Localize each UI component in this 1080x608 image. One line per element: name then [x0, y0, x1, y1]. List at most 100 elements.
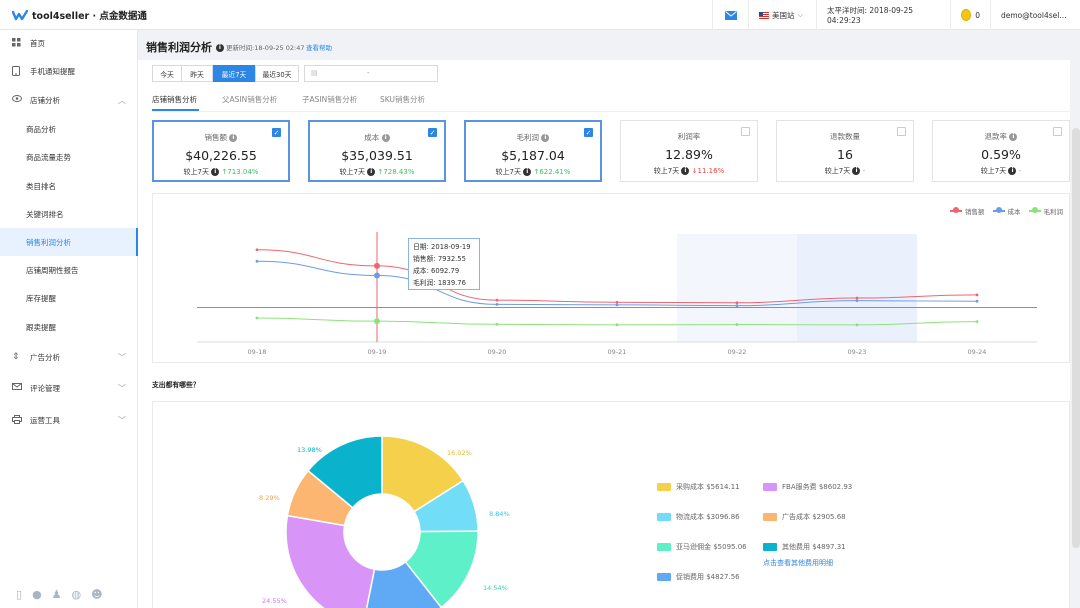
fees-donut-chart[interactable]: [153, 402, 1069, 608]
data-point[interactable]: [374, 318, 380, 325]
coin-count: 0: [975, 10, 980, 20]
data-point[interactable]: [975, 299, 979, 303]
data-point[interactable]: [255, 248, 259, 252]
date-30days-button[interactable]: 最近30天: [255, 65, 299, 82]
date-yesterday-button[interactable]: 昨天: [181, 65, 213, 82]
data-point[interactable]: [495, 302, 499, 306]
sidebar-item-store-analysis[interactable]: 店铺分析 ︿: [0, 87, 138, 113]
coin-balance[interactable]: 0: [950, 0, 990, 30]
kpi-card-profit-margin[interactable]: 利润率 12.89% 较上7天 i ↓11.16%: [620, 120, 758, 182]
print-icon: [12, 415, 22, 425]
user-icon[interactable]: ♟: [51, 588, 62, 601]
data-point[interactable]: [374, 272, 380, 279]
data-point[interactable]: [735, 301, 739, 305]
data-point[interactable]: [855, 323, 859, 327]
kpi-compare: 较上7天 i ↑728.43%: [339, 168, 415, 176]
line-chart-plot[interactable]: 09-18 09-19 09-20 09-21 09-22 09-23 09-24: [153, 194, 1069, 362]
marketplace-select[interactable]: 美国站 ⌵: [748, 0, 816, 30]
trend-up-icon: ↑: [533, 168, 540, 176]
kpi-card-refund-count[interactable]: 退款数量 16 较上7天 i -: [776, 120, 914, 182]
data-point[interactable]: [495, 298, 499, 302]
sidebar-item-category-rank[interactable]: 类目排名: [0, 173, 138, 199]
logo[interactable]: tool4seller · 点金数据通: [12, 8, 147, 22]
sidebar-item-traffic-trend[interactable]: 商品流量走势: [0, 144, 138, 170]
chevron-down-icon: ﹀: [118, 415, 126, 425]
tooltip-date: 日期: 2018-09-19: [413, 243, 471, 251]
data-point[interactable]: [615, 303, 619, 307]
sidebar-item-ads-analysis[interactable]: ⇕ 广告分析 ﹀: [0, 344, 138, 370]
kpi-card-gross-profit[interactable]: ✓ 毛利润 i $5,187.04 较上7天 i ↑622.41%: [464, 120, 602, 182]
kpi-change: -: [1018, 167, 1022, 175]
sidebar-item-product-analysis[interactable]: 商品分析: [0, 116, 138, 142]
scrollbar[interactable]: [1072, 128, 1080, 548]
fees-detail-link[interactable]: 点击查看其他费用明细: [763, 559, 833, 567]
date-7days-button[interactable]: 最近7天: [213, 65, 255, 82]
sidebar-item-keyword-rank[interactable]: 关键词排名: [0, 201, 138, 227]
slice-label: 8.29%: [259, 494, 280, 502]
sidebar-item-home[interactable]: 首页: [0, 30, 138, 56]
checkbox[interactable]: ✓: [272, 128, 281, 137]
sidebar-item-ops-tools[interactable]: 运营工具 ﹀: [0, 407, 138, 433]
kpi-card-cost[interactable]: ✓ 成本 i $35,039.51 较上7天 i ↑728.43%: [308, 120, 446, 182]
kpi-card-refund-rate[interactable]: 退款率 i 0.59% 较上7天 i -: [932, 120, 1070, 182]
wechat-icon[interactable]: ◍: [71, 588, 82, 601]
legend-item[interactable]: FBA服务费 $8602.93: [763, 482, 852, 492]
tab-store-sales[interactable]: 店铺销售分析: [152, 95, 197, 104]
donut-slice[interactable]: [285, 514, 376, 608]
group-icon[interactable]: ☻: [91, 588, 103, 601]
checkbox[interactable]: ✓: [584, 128, 593, 137]
data-point[interactable]: [255, 259, 259, 263]
data-point[interactable]: [374, 262, 380, 269]
data-point[interactable]: [255, 316, 259, 320]
tab-parent-asin[interactable]: 父ASIN销售分析: [222, 95, 278, 104]
info-icon[interactable]: i: [215, 44, 224, 52]
donut-slice[interactable]: [307, 435, 383, 509]
help-link[interactable]: 查看帮助: [306, 44, 332, 52]
sidebar-item-periodic-report[interactable]: 店铺周期性报告: [0, 257, 138, 283]
sidebar-item-label: 跟卖提醒: [26, 322, 56, 332]
checkbox[interactable]: [897, 127, 906, 136]
donut-slice[interactable]: [363, 560, 443, 608]
trend-down-icon: ↓: [691, 167, 698, 175]
checkbox[interactable]: ✓: [428, 128, 437, 137]
data-point[interactable]: [735, 304, 739, 308]
data-point[interactable]: [615, 300, 619, 304]
legend-sales[interactable]: 销售额: [950, 206, 985, 216]
sales-line-chart: 销售额 成本 毛利润 09-18 09-19 09-20 09-21 09-22 09-2…: [152, 193, 1070, 363]
data-point[interactable]: [855, 296, 859, 300]
legend-profit[interactable]: 毛利润: [1028, 206, 1063, 216]
data-point[interactable]: [855, 299, 859, 303]
legend-item[interactable]: 广告成本 $2905.68: [763, 512, 846, 522]
data-point[interactable]: [735, 323, 739, 326]
bell-icon[interactable]: ●: [32, 588, 42, 601]
kpi-compare: 较上7天 i ↓11.16%: [653, 167, 725, 175]
data-point[interactable]: [615, 323, 619, 327]
tab-sku[interactable]: SKU销售分析: [380, 95, 425, 104]
sidebar-item-sales-profit[interactable]: 销售利润分析: [0, 228, 138, 256]
legend-item[interactable]: 物流成本 $3096.86: [657, 512, 740, 522]
kpi-card-sales[interactable]: ✓ 销售额 i $40,226.55 较上7天 i ↑713.04%: [152, 120, 290, 182]
sidebar-item-label: 库存提醒: [26, 293, 56, 303]
data-point[interactable]: [975, 293, 979, 297]
legend-item[interactable]: 采购成本 $5614.11: [657, 482, 740, 492]
user-menu[interactable]: demo@tool4sel...: [990, 0, 1080, 30]
legend-cost[interactable]: 成本: [992, 206, 1021, 216]
sidebar-item-notifications[interactable]: 手机通知提醒: [0, 58, 138, 84]
date-range-picker[interactable]: ▤ -: [304, 65, 438, 82]
legend-item[interactable]: 其他费用 $4897.31: [763, 542, 846, 552]
checkbox[interactable]: [1053, 127, 1062, 136]
kpi-change: 11.16%: [697, 167, 725, 175]
legend-item[interactable]: 亚马逊佣金 $5095.06: [657, 542, 747, 552]
legend-item[interactable]: 促销费用 $4827.56: [657, 572, 740, 582]
checkbox[interactable]: [741, 127, 750, 136]
tab-child-asin[interactable]: 子ASIN销售分析: [302, 95, 358, 104]
sidebar-item-hijack-alert[interactable]: 跟卖提醒: [0, 314, 138, 340]
date-today-button[interactable]: 今天: [152, 65, 182, 82]
mobile-icon[interactable]: ▯: [16, 588, 23, 601]
x-tick-label: 09-18: [248, 348, 267, 356]
data-point[interactable]: [495, 322, 499, 326]
sidebar-item-inventory-alert[interactable]: 库存提醒: [0, 285, 138, 311]
data-point[interactable]: [975, 320, 979, 324]
sidebar-item-reviews[interactable]: 评论管理 ﹀: [0, 375, 138, 401]
mail-button[interactable]: [712, 0, 748, 30]
